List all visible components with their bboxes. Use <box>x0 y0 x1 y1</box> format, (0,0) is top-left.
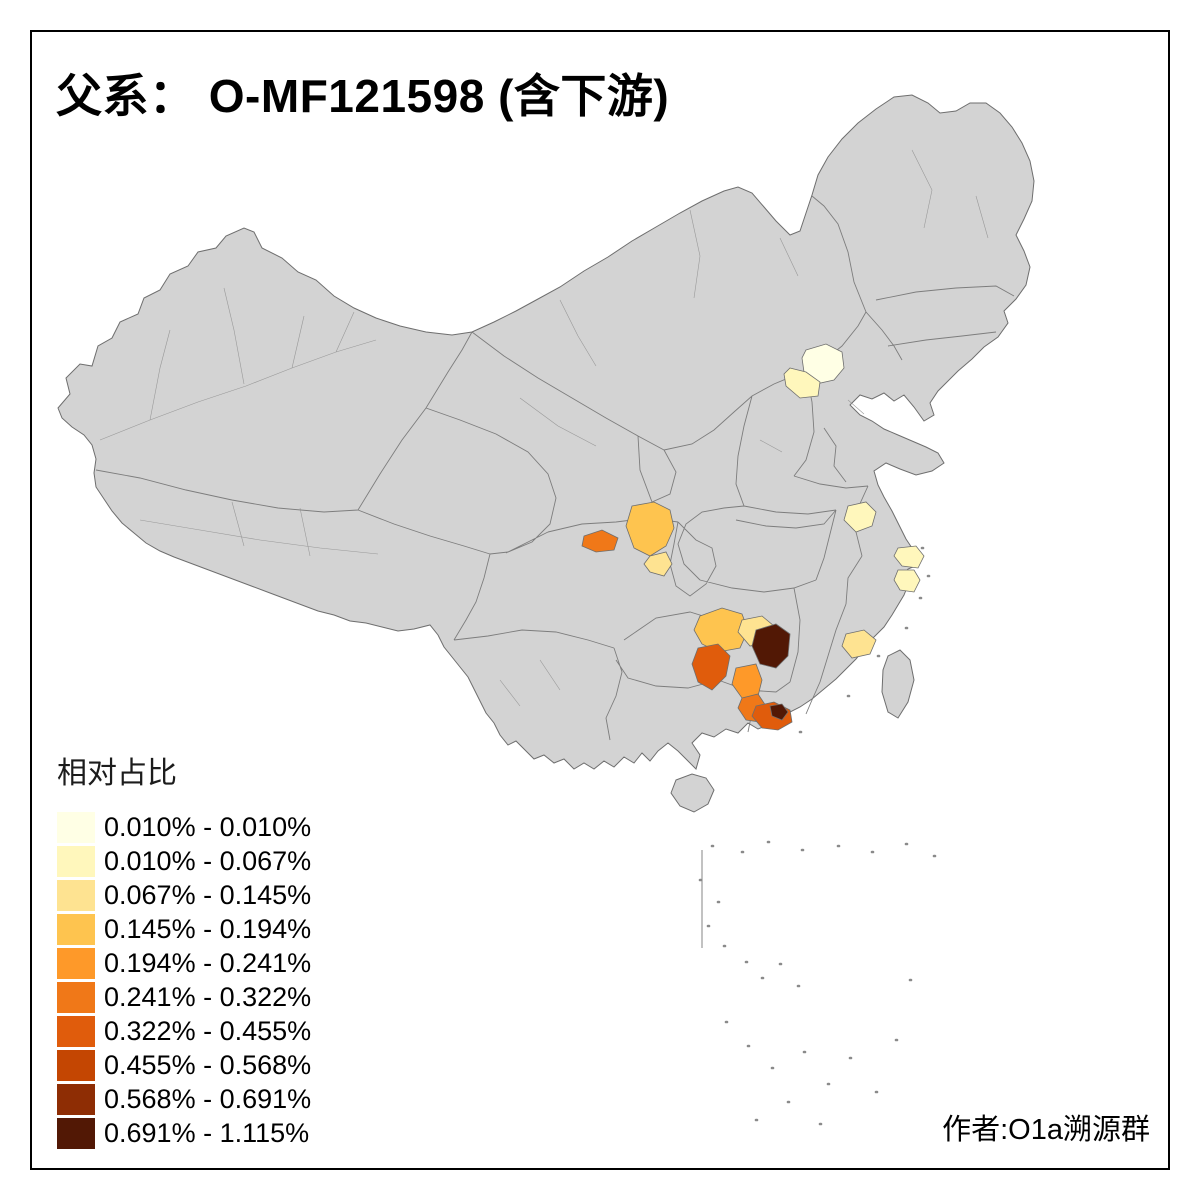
highlighted-regions <box>581 343 925 731</box>
prefecture-boundaries <box>99 149 989 707</box>
legend-item: 0.691% - 1.115% <box>57 1118 311 1149</box>
legend-label: 0.241% - 0.322% <box>104 982 312 1012</box>
south-sea-islands-dots <box>698 840 937 1126</box>
page-title: 父系： O-MF121598 (含下游) <box>56 70 670 122</box>
region-guizhou-east <box>691 643 731 691</box>
hainan-island <box>670 773 715 813</box>
legend-swatch <box>57 948 95 979</box>
legend-label: 0.194% - 0.241% <box>104 948 312 978</box>
attribution: 作者:O1a溯源群 <box>942 1114 1150 1146</box>
legend-item: 0.194% - 0.241% <box>57 948 311 979</box>
legend-item: 0.010% - 0.067% <box>57 846 311 877</box>
legend-label: 0.322% - 0.455% <box>104 1016 312 1046</box>
region-fujian-coast <box>841 629 877 659</box>
legend-swatch <box>57 812 95 843</box>
legend-label: 0.010% - 0.010% <box>104 812 312 842</box>
taiwan-island <box>881 649 915 719</box>
region-guangdong-dark <box>769 703 789 721</box>
legend-item: 0.145% - 0.194% <box>57 914 311 945</box>
legend-item: 0.568% - 0.691% <box>57 1084 311 1115</box>
region-beijing-area <box>801 343 845 385</box>
region-chongqing-south <box>693 607 749 653</box>
legend-label: 0.568% - 0.691% <box>104 1084 312 1114</box>
region-jiangsu-central <box>843 501 877 533</box>
coastal-islands-dots <box>798 546 931 734</box>
legend-item: 0.067% - 0.145% <box>57 880 311 911</box>
legend-swatch <box>57 846 95 877</box>
legend-label: 0.691% - 1.115% <box>104 1118 310 1148</box>
legend-swatch <box>57 982 95 1013</box>
legend-swatch <box>57 1050 95 1081</box>
legend-label: 0.067% - 0.145% <box>104 880 312 910</box>
china-mainland <box>57 94 1035 770</box>
region-hunan-central-dark <box>751 623 791 669</box>
legend-label: 0.145% - 0.194% <box>104 914 312 944</box>
legend-swatch <box>57 880 95 911</box>
region-sichuan-central <box>625 501 675 557</box>
region-zhejiang-north-coast <box>893 569 921 593</box>
legend-title: 相对占比 <box>57 757 177 790</box>
region-hebei-central <box>783 367 821 399</box>
legend-item: 0.322% - 0.455% <box>57 1016 311 1047</box>
legend-swatch <box>57 1084 95 1115</box>
legend: 相对占比 0.010% - 0.010% 0.010% - 0.067% 0.0… <box>57 748 311 1152</box>
legend-label: 0.010% - 0.067% <box>104 846 312 876</box>
region-shanghai-coast <box>893 545 925 569</box>
province-boundaries <box>95 195 1015 741</box>
legend-swatch <box>57 1118 95 1149</box>
legend-item: 0.455% - 0.568% <box>57 1050 311 1081</box>
legend-swatch <box>57 914 95 945</box>
region-sichuan-south <box>643 551 673 577</box>
legend-label: 0.455% - 0.568% <box>104 1050 312 1080</box>
legend-item: 0.010% - 0.010% <box>57 812 311 843</box>
region-sichuan-west <box>581 529 619 553</box>
legend-swatch <box>57 1016 95 1047</box>
legend-item: 0.241% - 0.322% <box>57 982 311 1013</box>
